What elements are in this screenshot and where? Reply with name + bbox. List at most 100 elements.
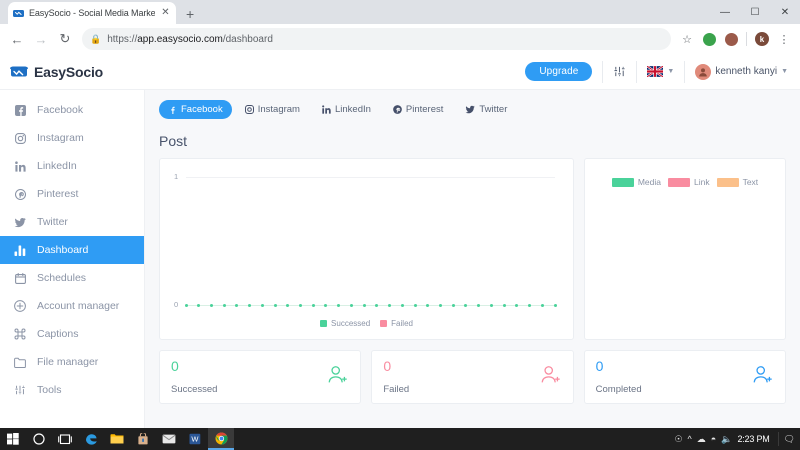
profile-avatar-icon[interactable]: k [752,29,772,49]
legend-item-text: Text [716,177,758,187]
chevron-up-icon[interactable]: ^ [687,434,692,444]
sidebar-item-account-manager[interactable]: Account manager [0,292,144,320]
plus-icon[interactable]: + [186,6,195,22]
language-selector[interactable]: ▼ [647,66,674,77]
url-scheme: https:// [107,33,138,45]
taskbar-clock[interactable]: 2:23 PM [737,434,770,444]
chart-data-point[interactable] [324,303,328,307]
chart-data-point[interactable] [248,303,252,307]
tab-linkedin[interactable]: LinkedIn [313,100,380,119]
chart-data-point[interactable] [400,303,404,307]
address-bar[interactable]: 🔒 https://app.easysocio.com/dashboard [82,28,671,50]
chart-legend-item[interactable]: Successed [320,319,370,328]
sidebar-item-label: Schedules [37,272,87,284]
maximize-icon[interactable]: ☐ [750,6,760,18]
chart-data-point[interactable] [388,303,392,307]
star-icon[interactable]: ☆ [682,33,692,46]
chart-data-point[interactable] [515,303,519,307]
minimize-icon[interactable]: — [720,6,730,18]
header-actions: Upgrade ▼ kenneth kanyi ▼ [525,54,800,90]
extension-k-icon[interactable] [721,29,741,49]
tab-pinterest[interactable]: Pinterest [384,100,453,119]
chart-data-point[interactable] [477,303,481,307]
kebab-menu-icon[interactable]: ⋮ [778,33,790,46]
onedrive-icon[interactable]: ☁ [696,433,706,444]
microsoft-store-icon[interactable] [130,428,156,450]
sidebar-item-label: Instagram [37,132,84,144]
chart-data-point[interactable] [375,303,379,307]
close-icon[interactable]: ✕ [780,6,790,18]
chart-data-point[interactable] [349,303,353,307]
sidebar-item-linkedin[interactable]: LinkedIn [0,152,144,180]
sidebar-item-tools[interactable]: Tools [0,376,144,404]
chart-data-point[interactable] [426,303,430,307]
sidebar-item-pinterest[interactable]: Pinterest [0,180,144,208]
chart-data-point[interactable] [362,303,366,307]
chart-data-point[interactable] [222,303,226,307]
legend-swatch [380,320,388,327]
chart-data-point[interactable] [464,303,468,307]
chart-data-point[interactable] [502,303,506,307]
chart-data-point[interactable] [273,303,277,307]
speaker-icon[interactable]: 🔈 [721,433,733,444]
social-tabs: Facebook Instagram LinkedIn Pinterest [159,100,786,119]
chart-data-point[interactable] [540,303,544,307]
chart-legend-item[interactable]: Failed [380,319,413,328]
brand[interactable]: EasySocio [0,64,145,80]
chart-data-point[interactable] [311,303,315,307]
user-menu[interactable]: kenneth kanyi ▼ [695,63,800,80]
extension-globe-icon[interactable] [699,29,719,49]
chart-data-point[interactable] [451,303,455,307]
tab-label: Instagram [257,104,300,115]
tab-twitter[interactable]: Twitter [456,100,516,119]
chart-data-point[interactable] [438,303,442,307]
chart-data-point[interactable] [209,303,213,307]
chart-data-point[interactable] [299,303,303,307]
chart-data-point[interactable] [286,303,290,307]
task-view-icon[interactable] [52,428,78,450]
chart-data-point[interactable] [260,303,264,307]
windows-start-icon[interactable] [0,428,26,450]
chrome-icon[interactable] [208,428,234,450]
sidebar-item-file-manager[interactable]: File manager [0,348,144,376]
word-icon[interactable]: W [182,428,208,450]
edge-icon[interactable] [78,428,104,450]
wifi-icon[interactable]: ◓ [710,434,717,444]
sidebar-item-instagram[interactable]: Instagram [0,124,144,152]
user-avatar-icon [695,63,712,80]
sidebar-item-dashboard[interactable]: Dashboard [0,236,144,264]
sidebar-item-captions[interactable]: Captions [0,320,144,348]
sidebar-item-label: Twitter [37,216,68,228]
cortana-circle-icon[interactable] [26,428,52,450]
stat-label: Successed [171,384,218,396]
sidebar-item-facebook[interactable]: Facebook [0,96,144,124]
reload-icon[interactable]: ↻ [59,31,71,46]
sidebar-item-schedules[interactable]: Schedules [0,264,144,292]
mail-icon[interactable] [156,428,182,450]
file-explorer-icon[interactable] [104,428,130,450]
sidebar-item-twitter[interactable]: Twitter [0,208,144,236]
stat-value: 0 [383,358,392,374]
chart-data-point[interactable] [197,303,201,307]
back-arrow-icon[interactable]: ← [10,31,24,47]
tab-instagram[interactable]: Instagram [236,100,309,119]
close-icon[interactable]: ✕ [161,7,170,18]
forward-arrow-icon[interactable]: → [34,31,48,47]
chart-data-point[interactable] [337,303,341,307]
tab-facebook[interactable]: Facebook [159,100,232,119]
sidebar-item-label: Tools [37,384,62,396]
upgrade-button[interactable]: Upgrade [525,62,593,81]
chart-data-point[interactable] [235,303,239,307]
action-center-icon[interactable]: 🗨 [783,433,795,444]
folder-icon [13,357,27,368]
browser-tabstrip: EasySocio - Social Media Market ✕ + — ☐ … [0,0,800,24]
browser-tab[interactable]: EasySocio - Social Media Market ✕ [8,2,176,24]
chart-data-point[interactable] [184,303,188,307]
chart-data-point[interactable] [553,303,557,307]
pin-icon[interactable]: ☉ [674,433,683,444]
chart-data-point[interactable] [528,303,532,307]
sliders-icon[interactable] [613,65,626,78]
chart-data-point[interactable] [413,303,417,307]
chart-data-point[interactable] [489,303,493,307]
